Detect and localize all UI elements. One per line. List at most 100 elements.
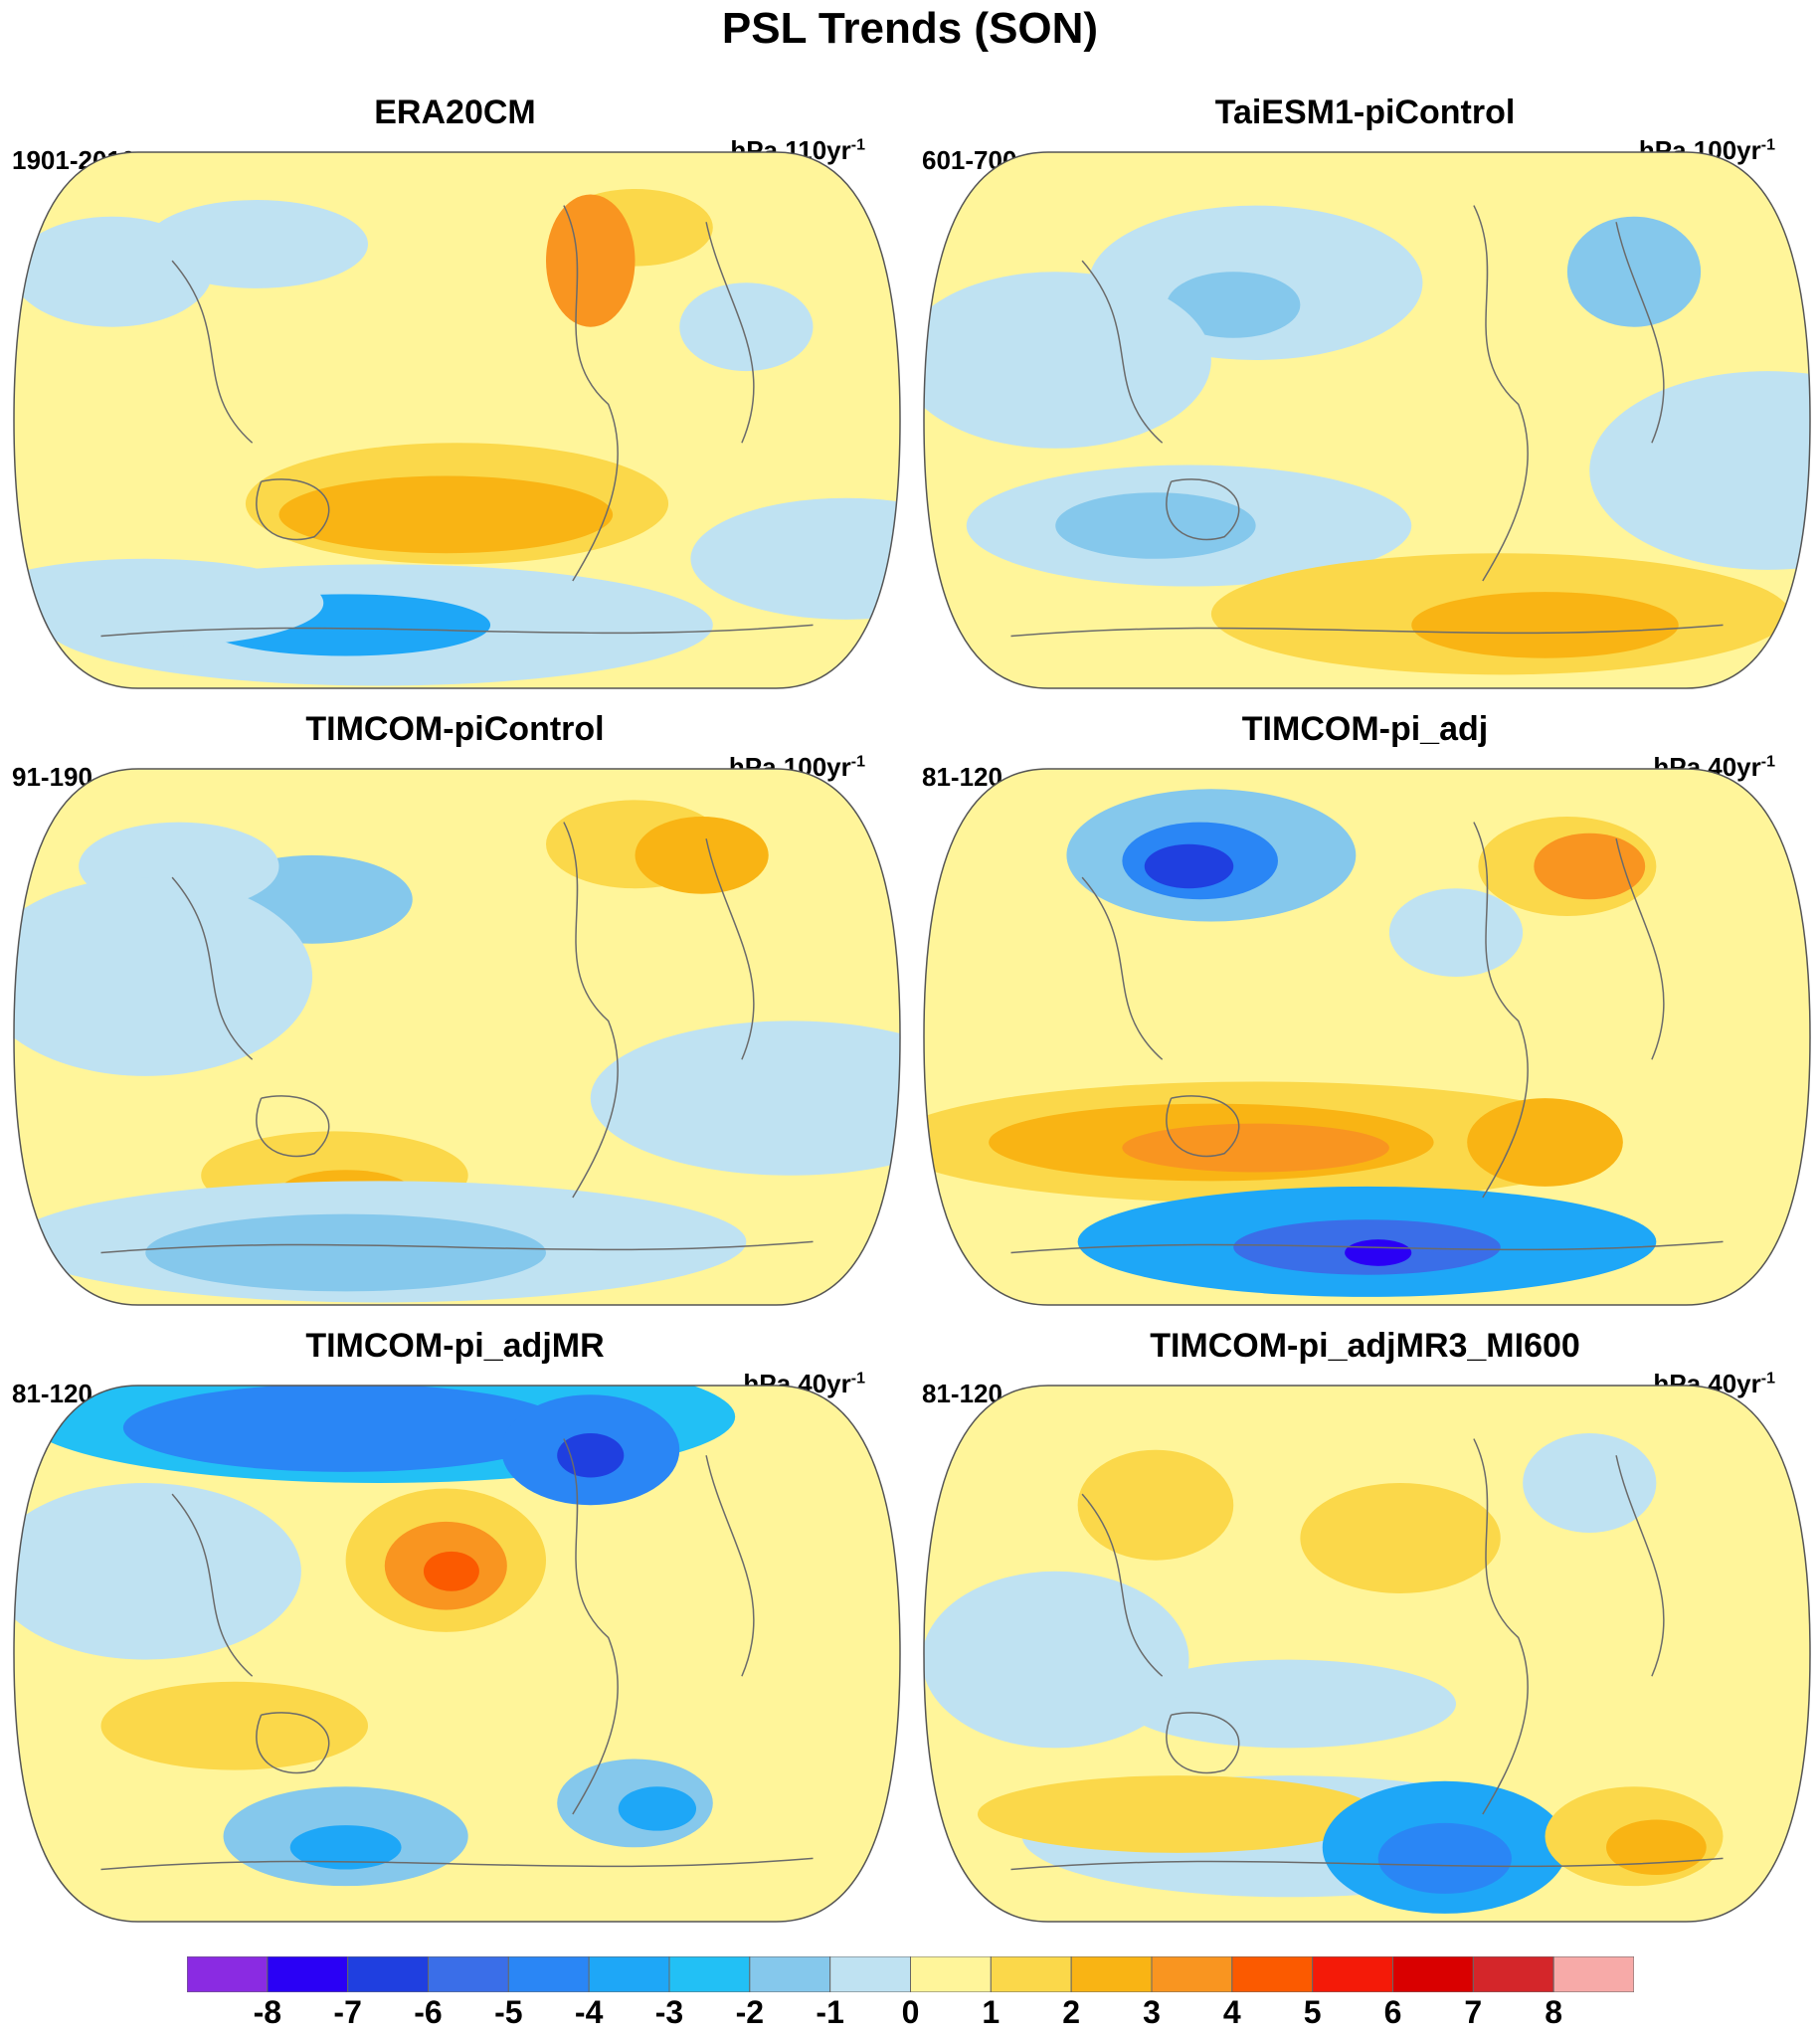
panel-period: 91-190	[12, 762, 92, 792]
map-panel: TaiESM1-piControl 601-700 hPa 100yr-1	[910, 0, 1820, 689]
coastline	[1010, 205, 1724, 638]
contour-region	[14, 877, 313, 1076]
colorbar-tick-label: -1	[816, 1994, 844, 2030]
contour-region	[1411, 592, 1679, 658]
colorbar-tick-label: 6	[1383, 1994, 1402, 2030]
contour-region	[635, 817, 769, 894]
colorbar-swatch	[1312, 1956, 1393, 1992]
contour-region	[1377, 1822, 1512, 1894]
colorbar-swatch	[1151, 1956, 1233, 1992]
figure-title: PSL Trends (SON)	[721, 4, 1099, 53]
colorbar-swatch	[910, 1956, 992, 1992]
contour-region	[977, 1775, 1378, 1853]
map-panel: ERA20CM 1901-2010 hPa 110yr-1	[0, 0, 910, 689]
panel-title: TIMCOM-piControl	[305, 710, 605, 748]
contour-region	[289, 1825, 402, 1870]
map-border	[923, 768, 1811, 1306]
map-panel: TIMCOM-pi_adjMR3_MI600 81-120 hPa 40yr-1	[910, 1233, 1820, 1923]
panel-period: 81-120	[922, 762, 1002, 792]
panel-title: TaiESM1-piControl	[1214, 93, 1516, 131]
contour-region	[1122, 1123, 1389, 1173]
contour-region	[1167, 272, 1301, 338]
colorbar-swatch	[588, 1956, 670, 1992]
map-border	[923, 151, 1811, 689]
colorbar-swatch	[1392, 1956, 1474, 1992]
map-border	[13, 151, 901, 689]
colorbar-swatch	[1070, 1956, 1153, 1992]
colorbar-tick-label: 0	[901, 1994, 920, 2030]
map-plot	[923, 1385, 1811, 1923]
contour-region	[14, 216, 213, 327]
panel-title: TIMCOM-pi_adjMR	[305, 1327, 605, 1365]
colorbar-tick-label: -3	[654, 1994, 684, 2030]
contour-region	[546, 194, 636, 327]
coastline	[100, 205, 814, 638]
colorbar-tick-label: 7	[1464, 1994, 1483, 2030]
panel-title: TIMCOM-pi_adj	[1241, 710, 1489, 748]
contour-region	[1077, 1449, 1234, 1561]
colorbar-tick-label: -6	[414, 1994, 443, 2030]
colorbar-swatch	[1472, 1956, 1554, 1992]
colorbar-swatch	[1231, 1956, 1314, 1992]
colorbar-swatch	[990, 1956, 1072, 1992]
map-plot	[923, 768, 1811, 1306]
colorbar-tick-label: -5	[494, 1994, 523, 2030]
map-panel: TIMCOM-piControl 91-190 hPa 100yr-1	[0, 617, 910, 1306]
colorbar-swatch	[428, 1956, 509, 1992]
contour-region	[590, 1020, 900, 1176]
colorbar-swatch	[829, 1956, 912, 1992]
map-plot	[13, 768, 901, 1306]
contour-region	[1467, 1098, 1623, 1187]
contour-region	[122, 1386, 569, 1472]
panel-title: TIMCOM-pi_adjMR3_MI600	[1150, 1327, 1580, 1365]
contour-region	[1144, 843, 1234, 889]
map-plot	[923, 151, 1811, 689]
contour-region	[1534, 833, 1646, 900]
contour-region	[1606, 1819, 1707, 1876]
colorbar-swatch	[187, 1956, 269, 1992]
map-border	[13, 1385, 901, 1923]
panel-period: 81-120	[922, 1379, 1002, 1408]
map-plot	[13, 151, 901, 689]
map-plot	[13, 1385, 901, 1923]
contour-region	[100, 1681, 368, 1770]
map-border	[923, 1385, 1811, 1923]
contour-region	[1345, 1239, 1412, 1266]
colorbar-tick-label: 3	[1143, 1994, 1161, 2030]
colorbar-swatch	[267, 1956, 349, 1992]
coastline	[100, 822, 814, 1254]
colorbar-swatch	[347, 1956, 430, 1992]
contour-region	[1388, 888, 1524, 977]
colorbar-tick-label: 1	[982, 1994, 1001, 2030]
contour-region	[557, 1433, 625, 1478]
colorbar-tick-label: 5	[1303, 1994, 1322, 2030]
contour-region	[690, 497, 900, 620]
contour-region	[1589, 371, 1810, 570]
colorbar-tick-label: 4	[1222, 1994, 1241, 2030]
colorbar-swatch	[668, 1956, 751, 1992]
coastline	[100, 1438, 814, 1871]
contour-region	[1566, 216, 1702, 327]
colorbar-tick-label: 8	[1545, 1994, 1563, 2030]
contour-region	[1300, 1483, 1501, 1593]
panel-period: 81-120	[12, 1379, 92, 1408]
map-panel: TIMCOM-pi_adjMR 81-120 hPa 40yr-1	[0, 1233, 910, 1923]
colorbar-swatch	[1552, 1956, 1634, 1992]
contour-region	[1055, 492, 1256, 559]
colorbar-tick-label: -2	[735, 1994, 765, 2030]
contour-region	[679, 282, 814, 372]
contour-region	[1523, 1433, 1657, 1533]
colorbar-tick-label: -7	[333, 1994, 362, 2030]
colorbar-tick-label: -4	[574, 1994, 604, 2030]
map-panel: TIMCOM-pi_adj 81-120 hPa 40yr-1	[910, 617, 1820, 1306]
colorbar-swatch	[749, 1956, 831, 1992]
contour-region	[618, 1786, 697, 1831]
map-border	[13, 768, 901, 1306]
colorbar-swatch	[507, 1956, 590, 1992]
panel-title: ERA20CM	[374, 93, 536, 131]
colorbar-tick-label: -8	[253, 1994, 282, 2030]
coastline	[1010, 822, 1724, 1254]
colorbar-tick-label: 2	[1062, 1994, 1081, 2030]
colorbar-labels: -8 -7 -6 -5 -4 -3 -2 -1 0 1 2 3 4 5 6 7 8	[0, 1994, 1820, 2039]
colorbar	[187, 1956, 1634, 1992]
